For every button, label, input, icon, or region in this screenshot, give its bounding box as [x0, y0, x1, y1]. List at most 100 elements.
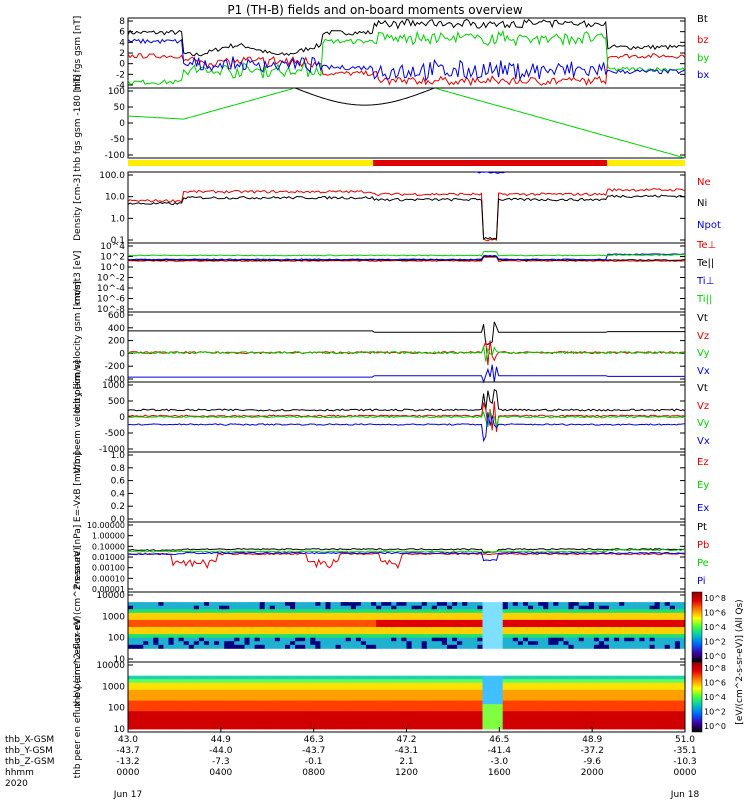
- heatmap-cell: [431, 679, 438, 684]
- heatmap-cell: [649, 682, 656, 687]
- heatmap-cell: [219, 704, 225, 709]
- heatmap-cell: [472, 718, 478, 723]
- heatmap-cell: [168, 682, 174, 687]
- heatmap-cell: [578, 700, 585, 705]
- heatmap-cell: [330, 616, 336, 621]
- heatmap-cell: [371, 602, 377, 607]
- heatmap-cell: [406, 627, 412, 631]
- ephemeris-value: -0.1: [305, 757, 323, 767]
- heatmap-cell: [649, 609, 656, 614]
- heatmap-cell: [543, 616, 549, 621]
- heatmap-cell: [259, 718, 266, 723]
- heatmap-cell: [614, 725, 620, 730]
- heatmap-cell: [634, 602, 640, 607]
- heatmap-cell: [366, 693, 372, 698]
- heatmap-cell: [568, 693, 574, 698]
- heatmap-cell: [128, 602, 134, 607]
- heatmap-cell: [401, 718, 407, 723]
- heatmap-cell: [345, 627, 352, 631]
- heatmap-cell: [325, 697, 331, 701]
- heatmap-cell: [244, 700, 250, 705]
- heatmap-cell: [128, 725, 134, 730]
- heatmap-cell: [300, 689, 306, 694]
- colorbar-tick: 10^0: [704, 722, 726, 731]
- heatmap-cell: [391, 641, 397, 646]
- heatmap-cell: [386, 630, 392, 635]
- ytick-label: 0.4: [111, 489, 126, 499]
- heatmap-cell: [558, 693, 564, 698]
- heatmap-cell: [664, 623, 671, 628]
- heatmap-cell: [477, 707, 483, 712]
- heatmap-cell: [416, 619, 423, 624]
- heatmap-cell: [264, 609, 271, 614]
- series-line-Vx: [128, 412, 686, 443]
- heatmap-cell: [269, 627, 276, 631]
- heatmap-cell: [426, 616, 433, 621]
- heatmap-cell: [401, 725, 407, 730]
- heatmap-cell: [138, 711, 144, 716]
- heatmap-cell: [249, 686, 255, 691]
- heatmap-cell: [219, 641, 225, 646]
- heatmap-cell: [229, 718, 235, 723]
- heatmap-cell: [274, 612, 281, 617]
- heatmap-cell: [133, 619, 139, 624]
- colorbar-tick: 10^6: [704, 609, 726, 618]
- heatmap-cell: [158, 679, 164, 684]
- heatmap-cell: [497, 682, 504, 687]
- heatmap-cell: [350, 718, 357, 723]
- heatmap-cell: [345, 644, 352, 649]
- heatmap-cell: [158, 641, 164, 646]
- heatmap-cell: [371, 627, 377, 631]
- mode-bar-slow: [128, 160, 374, 166]
- heatmap-cell: [204, 641, 210, 646]
- heatmap-cell: [583, 682, 590, 687]
- heatmap-cell: [588, 630, 595, 635]
- heatmap-cell: [168, 707, 174, 712]
- heatmap-cell: [350, 704, 357, 709]
- heatmap-cell: [664, 686, 671, 691]
- heatmap-cell: [416, 700, 423, 705]
- heatmap-cell: [421, 725, 428, 730]
- heatmap-cell: [452, 602, 458, 607]
- heatmap-cell: [669, 630, 676, 635]
- heatmap-cell: [345, 707, 352, 712]
- heatmap-cell: [578, 634, 585, 639]
- heatmap-cell: [229, 714, 235, 719]
- heatmap-cell: [209, 630, 215, 635]
- heatmap-cell: [462, 609, 468, 614]
- heatmap-cell: [209, 602, 215, 607]
- heatmap-cell: [360, 623, 367, 628]
- heatmap-cell: [168, 637, 174, 642]
- heatmap-cell: [340, 679, 347, 684]
- heatmap-cell: [598, 605, 605, 610]
- heatmap-cell: [669, 704, 676, 709]
- heatmap-cell: [507, 619, 514, 624]
- colorbar-label: [eV/(cm^2-s-sr-eV)] (All Qs): [735, 599, 745, 724]
- heatmap-cell: [406, 682, 412, 687]
- heatmap-cell: [659, 612, 666, 617]
- heatmap-cell: [487, 697, 493, 701]
- heatmap-cell: [386, 605, 392, 610]
- heatmap-cell: [538, 714, 544, 719]
- heatmap-cell: [578, 711, 585, 716]
- heatmap-cell: [183, 686, 190, 691]
- heatmap-cell: [472, 707, 478, 712]
- heatmap-cell: [229, 612, 235, 617]
- heatmap-cell: [209, 634, 215, 639]
- heatmap-cell: [315, 630, 321, 635]
- heatmap-cell: [578, 627, 585, 631]
- heatmap-cell: [411, 630, 418, 635]
- heatmap-cell: [269, 686, 276, 691]
- heatmap-cell: [674, 697, 681, 701]
- heatmap-cell: [487, 627, 493, 631]
- heatmap-cell: [604, 679, 610, 684]
- heatmap-cell: [452, 689, 458, 694]
- heatmap-cell: [467, 619, 473, 624]
- heatmap-cell: [523, 644, 529, 649]
- heatmap-cell: [467, 609, 473, 614]
- heatmap-cell: [198, 675, 205, 680]
- heatmap-cell: [401, 616, 407, 621]
- heatmap-cell: [371, 634, 377, 639]
- heatmap-cell: [371, 644, 377, 649]
- heatmap-cell: [168, 700, 174, 705]
